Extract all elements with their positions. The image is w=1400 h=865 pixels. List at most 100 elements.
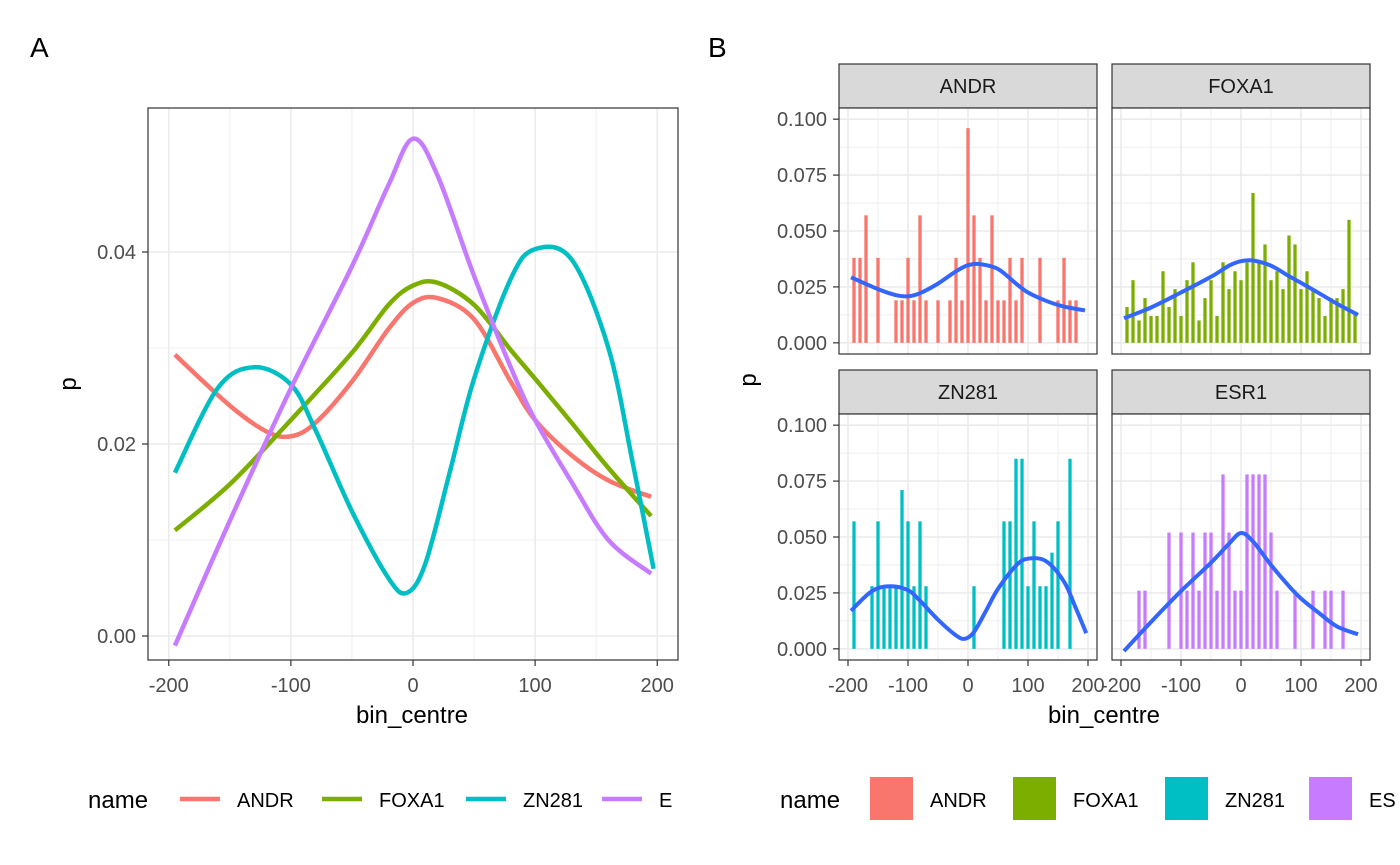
panel-a-legend-label-zn281: ZN281 — [523, 790, 583, 812]
facet-bar-zn281 — [1068, 458, 1072, 649]
facet-x-tick-label: -100 — [1161, 675, 1201, 697]
facet-bar-andr — [876, 257, 880, 343]
facet-bar-esr1 — [1215, 590, 1219, 649]
panel-a-legend-label-e: E — [659, 790, 672, 812]
facet-y-tick-label: 0.075 — [777, 471, 827, 493]
facet-bar-foxa1 — [1197, 320, 1201, 343]
facet-bar-zn281 — [870, 586, 874, 649]
facet-bar-foxa1 — [1311, 289, 1315, 343]
facet-bar-esr1 — [1257, 474, 1261, 649]
panel-a-x-axis-label: bin_centre — [356, 702, 468, 729]
panel-b-legend-label-andr: ANDR — [930, 790, 987, 812]
facet-bar-foxa1 — [1179, 315, 1183, 343]
facet-y-tick-label: 0.100 — [777, 415, 827, 437]
facet-bar-andr — [912, 300, 916, 343]
panel-b-legend-label-foxa1: FOXA1 — [1073, 790, 1139, 812]
panel-a-tag: A — [30, 32, 49, 63]
panel-a-y-tick-label: 0.00 — [97, 626, 136, 648]
panel-a-y-tick-label: 0.04 — [97, 242, 136, 264]
facet-bar-foxa1 — [1125, 307, 1129, 343]
facet-y-tick-label: 0.075 — [777, 165, 827, 187]
facet-x-tick-label: 200 — [1071, 675, 1104, 697]
panel-b-x-axis-label: bin_centre — [1048, 702, 1160, 729]
facet-bar-andr — [936, 300, 940, 343]
facet-bar-esr1 — [1209, 532, 1213, 649]
facet-bar-andr — [1008, 257, 1012, 343]
facet-bar-esr1 — [1203, 532, 1207, 649]
panel-b-legend-label-es: ES — [1369, 790, 1396, 812]
panel-a-series-line-andr — [173, 294, 652, 499]
facet-bar-foxa1 — [1233, 271, 1237, 343]
facet-strip-zn281 — [838, 369, 1098, 415]
facet-smooth-line-andr — [850, 261, 1086, 313]
facet-bar-foxa1 — [1257, 262, 1261, 343]
facet-bar-foxa1 — [1155, 315, 1159, 343]
facet-bar-foxa1 — [1263, 244, 1267, 343]
facet-bar-foxa1 — [1203, 298, 1207, 343]
facet-bar-esr1 — [1233, 590, 1237, 649]
panel-a-series-line-e — [172, 136, 653, 647]
facet-bar-esr1 — [1197, 590, 1201, 649]
panel-b-y-axis-label: p — [735, 373, 762, 386]
facet-bar-zn281 — [876, 521, 880, 649]
facet-bar-foxa1 — [1185, 280, 1189, 343]
facet-bar-foxa1 — [1227, 289, 1231, 343]
facet-bar-foxa1 — [1131, 280, 1135, 343]
facet-bar-foxa1 — [1191, 262, 1195, 343]
panel-a-series-line-zn281 — [172, 244, 656, 596]
facet-bar-foxa1 — [1299, 289, 1303, 343]
facet-bar-foxa1 — [1341, 289, 1345, 343]
facet-bar-andr — [990, 215, 994, 343]
panel-a-x-tick-label: 0 — [407, 675, 418, 697]
facet-x-tick-label: -200 — [828, 675, 868, 697]
facet-bar-zn281 — [1038, 586, 1042, 649]
facet-smooth-line-zn281 — [849, 556, 1089, 641]
facet-bar-esr1 — [1275, 590, 1279, 649]
facet-x-tick-label: 200 — [1344, 675, 1377, 697]
panel-a-legend: name ANDR FOXA1 ZN281 E — [88, 787, 672, 814]
facet-bar-esr1 — [1167, 532, 1171, 649]
facet-bar-foxa1 — [1173, 289, 1177, 343]
panel-b-legend-key-foxa1 — [1013, 777, 1056, 820]
facet-bar-esr1 — [1137, 590, 1141, 649]
facet-strip-label-foxa1: FOXA1 — [1208, 76, 1274, 98]
facet-bar-andr — [954, 257, 958, 343]
panel-a-y-tick-label: 0.02 — [97, 434, 136, 456]
facet-bar-foxa1 — [1317, 298, 1321, 343]
facet-bar-andr — [906, 257, 910, 343]
panel-b-faceted-bar-chart: ANDR 0.000 0.025 0.050 0.075 0.100 FOXA1 ZN281 0… — [777, 63, 1378, 697]
facet-bar-foxa1 — [1251, 192, 1255, 343]
panel-a-x-tick-label: 100 — [518, 675, 551, 697]
facet-bar-esr1 — [1341, 590, 1345, 649]
facet-bar-foxa1 — [1149, 315, 1153, 343]
facet-smooth-line-esr1 — [1122, 530, 1359, 653]
facet-bar-foxa1 — [1353, 311, 1357, 343]
facet-bar-foxa1 — [1221, 262, 1225, 343]
facet-x-tick-label: 0 — [1235, 675, 1246, 697]
facet-y-tick-label: 0.025 — [777, 583, 827, 605]
facet-y-tick-label: 0.000 — [777, 639, 827, 661]
facet-strip-label-andr: ANDR — [940, 76, 997, 98]
facet-bar-foxa1 — [1215, 315, 1219, 343]
facet-strip-esr1 — [1111, 369, 1371, 415]
facet-bar-esr1 — [1269, 532, 1273, 649]
facet-bar-zn281 — [852, 521, 856, 649]
facet-bar-andr — [996, 300, 1000, 343]
facet-bar-andr — [852, 257, 856, 343]
facet-bar-andr — [960, 300, 964, 343]
facet-bar-zn281 — [1020, 458, 1024, 649]
facet-smooth-line-foxa1 — [1123, 258, 1359, 321]
facet-bar-zn281 — [924, 586, 928, 649]
facet-bar-andr — [948, 300, 952, 343]
facet-bar-zn281 — [1002, 521, 1006, 649]
facet-bar-zn281 — [900, 490, 904, 649]
facet-x-tick-label: 100 — [1011, 675, 1044, 697]
facet-bar-zn281 — [1008, 521, 1012, 649]
facet-bar-zn281 — [972, 586, 976, 649]
panel-b-legend-title: name — [780, 787, 840, 814]
facet-x-tick-label: -200 — [1101, 675, 1141, 697]
panel-a-legend-label-andr: ANDR — [237, 790, 294, 812]
facet-bar-zn281 — [1050, 552, 1054, 649]
facet-bar-esr1 — [1311, 590, 1315, 649]
panel-a-legend-title: name — [88, 787, 148, 814]
